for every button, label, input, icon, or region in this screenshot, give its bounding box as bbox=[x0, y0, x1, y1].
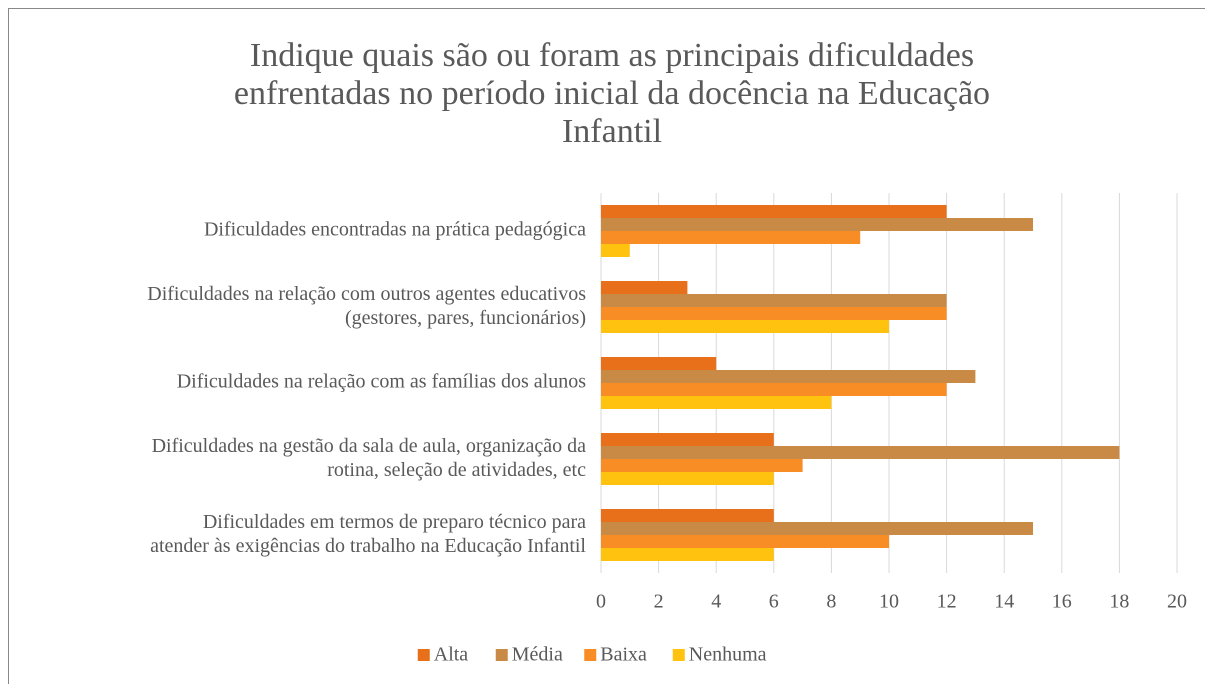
legend-label: Baixa bbox=[600, 644, 647, 666]
bar bbox=[601, 281, 688, 294]
y-tick-label: Dificuldades na relação com as famílias … bbox=[177, 371, 587, 393]
y-tick-label: Dificuldades na gestão da sala de aula, … bbox=[152, 435, 587, 481]
x-tick-label: 18 bbox=[1109, 591, 1129, 613]
legend-label: Média bbox=[512, 644, 563, 666]
x-tick-label: 20 bbox=[1167, 591, 1187, 613]
legend-swatch bbox=[495, 649, 508, 661]
bar bbox=[601, 548, 774, 561]
x-tick-label: 4 bbox=[711, 591, 721, 613]
bar bbox=[601, 218, 1033, 231]
legend-swatch bbox=[584, 649, 597, 661]
bar bbox=[601, 433, 774, 446]
bar bbox=[601, 244, 630, 257]
x-tick-label: 16 bbox=[1052, 591, 1072, 613]
chart-title: Indique quais são ou foram as principais… bbox=[234, 37, 990, 150]
bar bbox=[601, 396, 832, 409]
legend-swatch bbox=[417, 649, 430, 661]
bar bbox=[601, 231, 861, 244]
legend-label: Nenhuma bbox=[689, 644, 767, 666]
x-tick-label: 10 bbox=[879, 591, 899, 613]
bar bbox=[601, 383, 947, 396]
chart-frame bbox=[8, 8, 1205, 684]
bar bbox=[601, 509, 774, 522]
y-tick-label: Dificuldades encontradas na prática peda… bbox=[204, 219, 586, 241]
x-tick-label: 12 bbox=[937, 591, 957, 613]
bar bbox=[601, 522, 1033, 535]
bar bbox=[601, 320, 889, 333]
bar bbox=[601, 294, 947, 307]
bar bbox=[601, 459, 803, 472]
x-tick-label: 14 bbox=[994, 591, 1014, 613]
legend-label: Alta bbox=[434, 644, 469, 666]
bar bbox=[601, 205, 947, 218]
bar bbox=[601, 307, 947, 320]
y-tick-label: Dificuldades em termos de preparo técnic… bbox=[150, 511, 586, 557]
legend-swatch bbox=[672, 649, 685, 661]
y-tick-label: Dificuldades na relação com outros agent… bbox=[147, 283, 586, 329]
x-tick-label: 0 bbox=[596, 591, 606, 613]
bar bbox=[601, 446, 1120, 459]
bar bbox=[601, 535, 889, 548]
bar bbox=[601, 472, 774, 485]
bar bbox=[601, 357, 717, 370]
x-tick-label: 6 bbox=[769, 591, 779, 613]
bar bbox=[601, 370, 976, 383]
x-tick-label: 2 bbox=[654, 591, 664, 613]
x-tick-label: 8 bbox=[826, 591, 836, 613]
